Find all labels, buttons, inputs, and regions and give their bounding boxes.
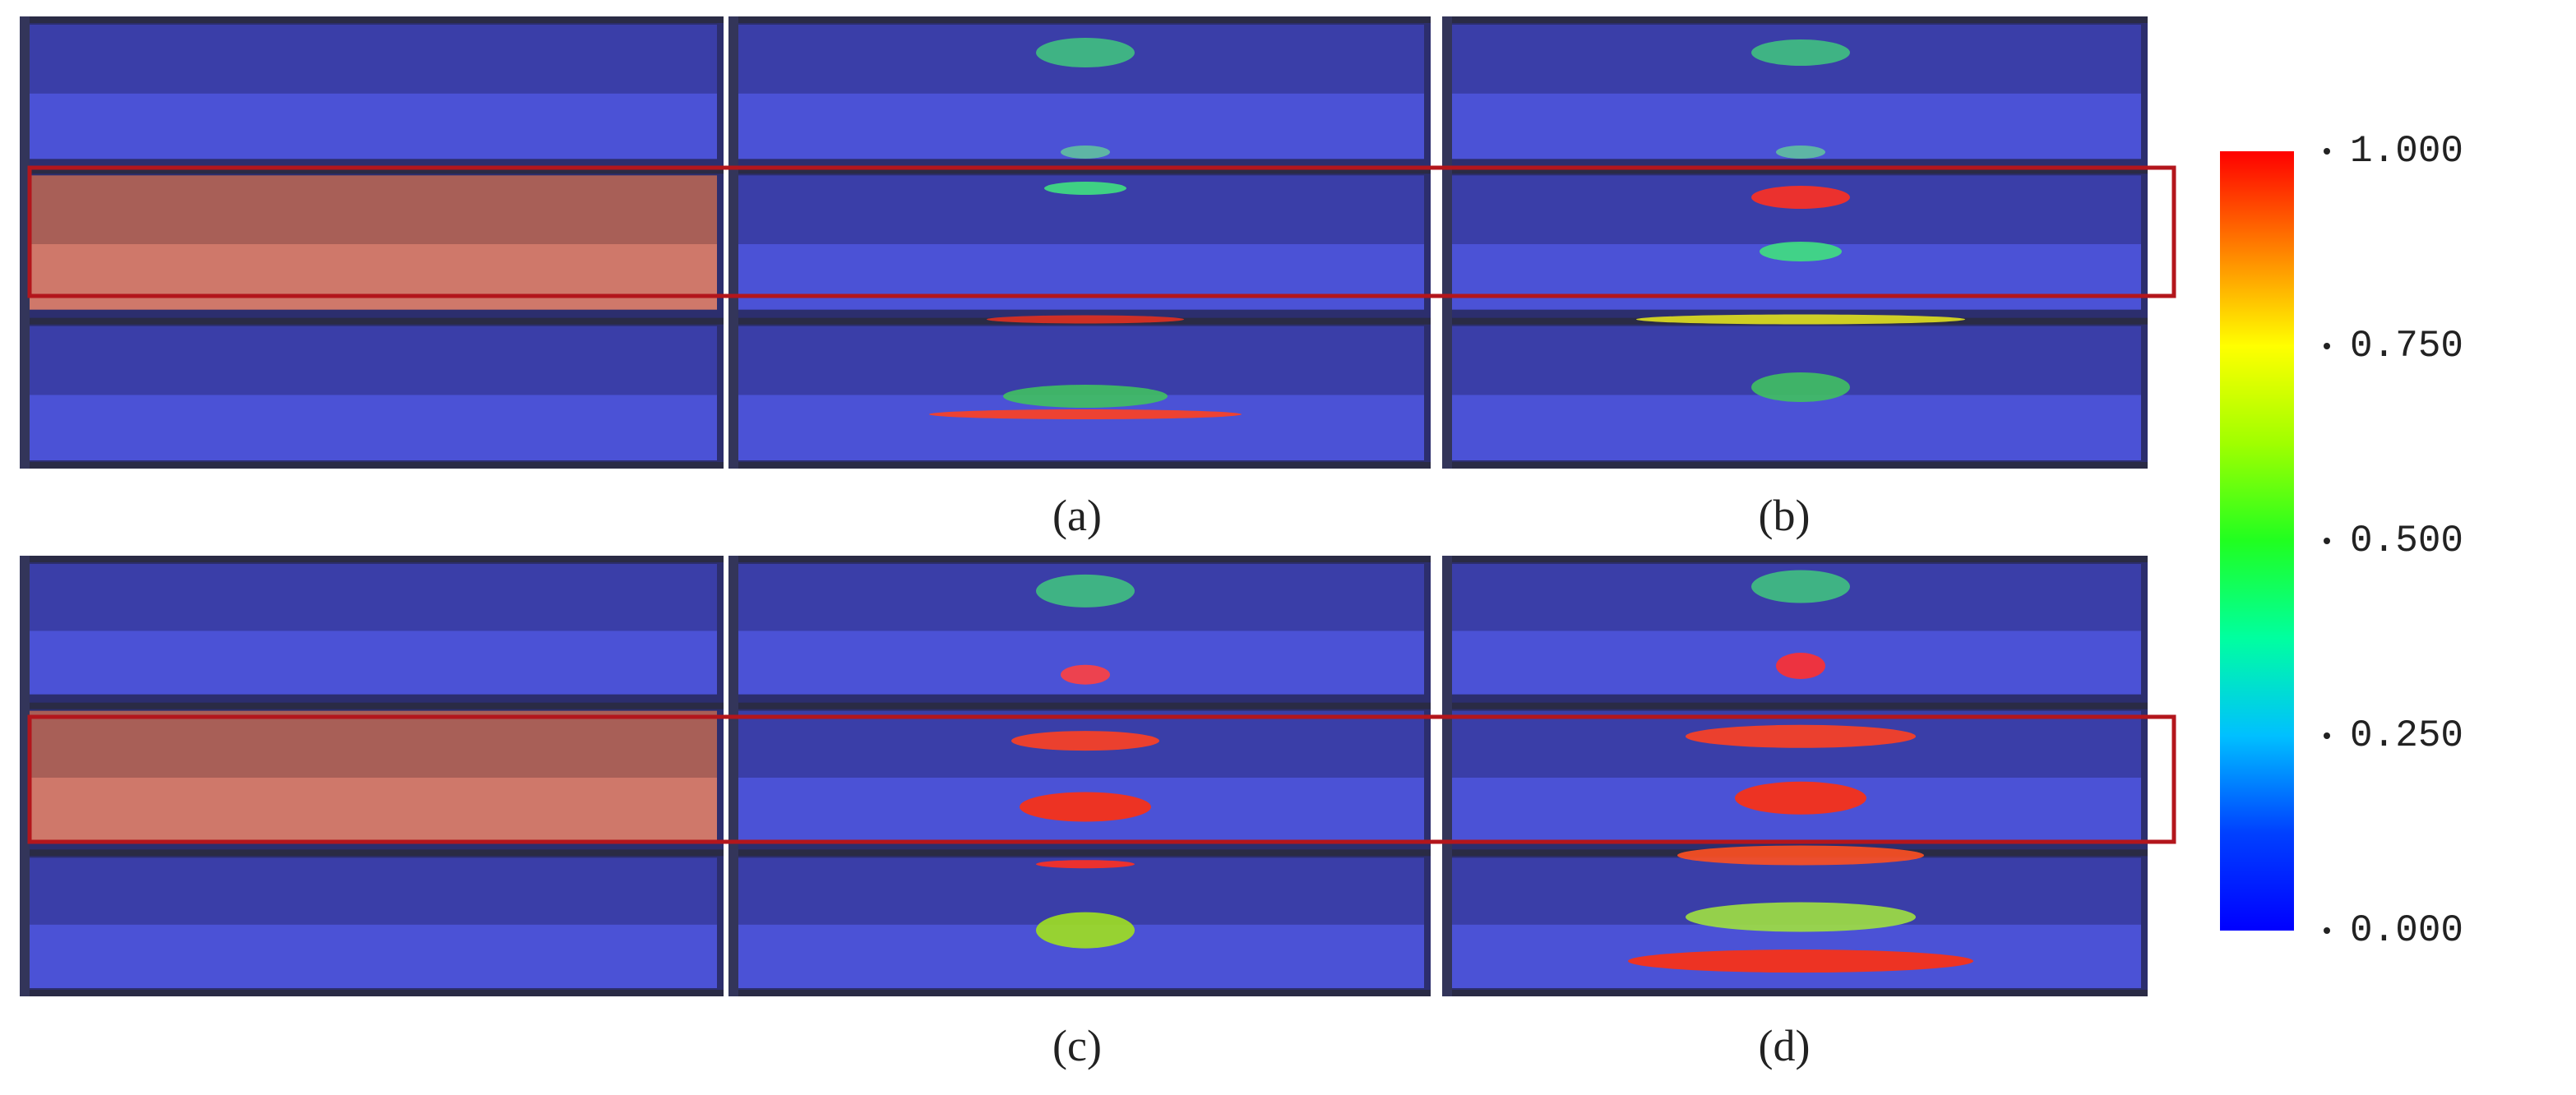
tick-mark [2324,148,2330,155]
blade-top [1449,175,2141,244]
edge [728,556,738,996]
damage-spot [1061,664,1110,685]
edge [728,16,738,469]
separator [20,990,724,996]
damage-spot [1776,653,1825,679]
separator [20,702,724,709]
separator [1442,556,2148,562]
separator [1442,16,2148,23]
highlight-box [27,714,2176,844]
separator [728,849,1431,857]
damage-spot [929,409,1242,419]
separator [20,317,724,325]
panel-label: (c) [1052,1021,1102,1070]
damage-spot [1036,912,1135,949]
damage-spot [1751,372,1850,402]
separator [1442,462,2148,469]
tick-label: 0.500 [2350,520,2463,562]
separator [20,167,724,174]
edge [20,16,30,469]
blade-bottom [26,395,717,460]
damage-spot [1677,845,1924,866]
damage-spot [1686,724,1916,748]
tick-mark [2324,538,2330,544]
blade-bottom [26,244,717,310]
damage-spot [1036,860,1135,869]
separator [1442,167,2148,174]
damage-spot [1751,39,1850,66]
highlight-box [27,165,2176,298]
blade-bottom [1449,395,2141,460]
damage-spot [1636,314,1965,325]
separator [20,462,724,469]
panel-label: (a) [1052,491,1102,540]
tick-mark [2324,732,2330,739]
tick-label: 0.750 [2350,325,2463,367]
blade-top [26,857,717,925]
damage-spot [1044,182,1126,195]
separator [20,16,724,23]
damage-spot [1735,781,1866,815]
damage-spot [1003,385,1168,408]
blade-top [735,326,1424,395]
tick-label: 0.000 [2350,909,2463,952]
blade-bottom [26,631,717,695]
separator [728,167,1431,174]
damage-spot [1020,792,1151,822]
separator [728,462,1431,469]
damage-spot [1036,574,1135,608]
blade-top [26,710,717,778]
edge [1442,556,1452,996]
panel-label: (b) [1759,491,1811,540]
blade-bottom [26,93,717,159]
damage-spot [1686,902,1916,932]
damage-spot [1036,38,1135,67]
blade-bottom [26,924,717,988]
colorbar-ticks: 1.000 0.750 0.500 0.250 0.000 [2324,130,2463,952]
damage-spot [1751,570,1850,603]
separator [728,556,1431,562]
tick-mark [2324,927,2330,934]
damage-spot [1760,242,1842,261]
blade-top [26,175,717,244]
tick-label: 1.000 [2350,130,2463,173]
separator [728,702,1431,709]
blade-bottom [26,778,717,842]
colorbar [2220,151,2294,931]
blade-bottom [735,244,1424,310]
separator [1442,990,2148,996]
blade-top [26,25,717,94]
damage-spot [987,315,1184,324]
separator [20,849,724,857]
panels [20,16,2148,996]
damage-spot [1751,186,1850,209]
tick-label: 0.250 [2350,714,2463,757]
blade-top [26,326,717,395]
blade-top [26,564,717,631]
edge [1442,16,1452,469]
edge [20,556,30,996]
tick-mark [2324,343,2330,349]
separator [20,556,724,562]
damage-spot [1061,146,1110,159]
damage-spot [1628,949,1973,973]
separator [728,990,1431,996]
separator [728,16,1431,23]
separator [1442,702,2148,709]
damage-spot [1776,146,1825,159]
blade-bottom [735,631,1424,695]
damage-spot [1011,731,1159,751]
panel-label: (d) [1759,1021,1811,1070]
